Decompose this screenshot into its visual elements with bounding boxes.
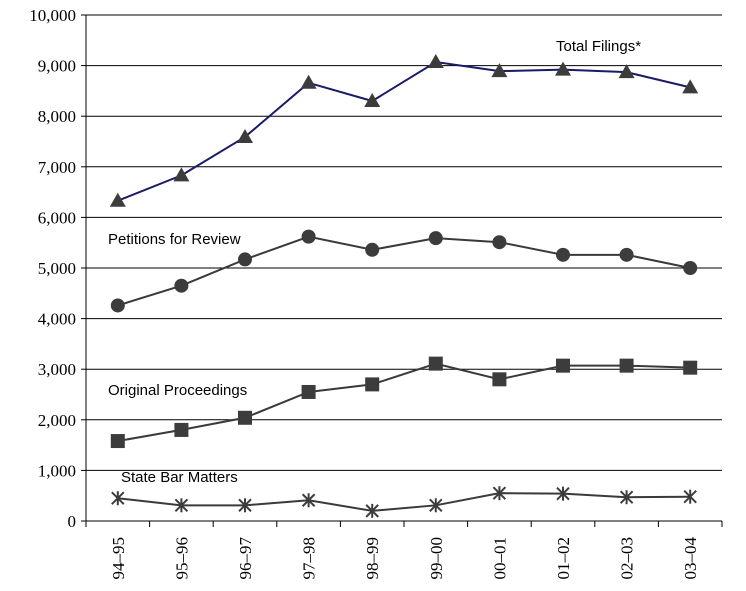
data-point <box>301 229 316 244</box>
data-point <box>683 489 697 504</box>
x-tick-label: 95–96 <box>172 537 191 580</box>
data-point <box>111 491 125 506</box>
data-point <box>238 410 252 425</box>
y-tick-label: 1,000 <box>38 461 76 480</box>
data-point <box>174 422 189 437</box>
data-point <box>618 64 635 79</box>
data-point <box>683 261 698 275</box>
y-tick-label: 3,000 <box>38 360 76 379</box>
data-point <box>619 490 634 505</box>
data-point <box>301 493 316 508</box>
series-label: Petitions for Review <box>108 231 241 248</box>
data-point <box>556 486 570 501</box>
series-label: State Bar Matters <box>121 469 238 486</box>
series-line <box>117 362 691 443</box>
x-axis-ticks: 94–95 95–96 96–97 97–98 98–99 99–00 00–01 01–02… <box>85 521 723 580</box>
x-tick-label: 94–95 <box>109 537 128 580</box>
series-line <box>117 61 691 202</box>
data-point <box>556 247 570 262</box>
x-tick-label: 02–03 <box>618 537 637 580</box>
data-point <box>491 63 508 78</box>
y-tick-label: 8,000 <box>38 107 76 126</box>
series-group <box>109 54 699 518</box>
data-point <box>238 498 252 513</box>
y-tick-label: 9,000 <box>38 57 76 76</box>
series-label: Total Filings* <box>556 38 641 55</box>
data-point <box>683 360 698 375</box>
y-tick-label: 4,000 <box>38 310 76 329</box>
data-point <box>365 242 380 257</box>
data-point <box>492 372 507 387</box>
x-tick-label: 96–97 <box>236 537 255 580</box>
data-point <box>682 79 699 94</box>
x-tick-label: 97–98 <box>300 537 319 580</box>
data-point <box>110 434 125 449</box>
data-point <box>237 128 253 143</box>
data-point <box>301 384 316 399</box>
data-point <box>174 278 189 293</box>
data-point <box>109 192 126 207</box>
y-tick-label: 2,000 <box>38 411 76 430</box>
series-line <box>117 492 691 512</box>
series-line <box>117 235 691 307</box>
y-tick-label: 5,000 <box>38 259 76 278</box>
x-tick-label: 00–01 <box>490 537 509 580</box>
y-tick-label: 10,000 <box>29 6 76 25</box>
data-point <box>556 358 570 373</box>
data-point <box>110 298 125 313</box>
data-point <box>492 486 507 501</box>
y-tick-label: 7,000 <box>38 158 76 177</box>
data-point <box>619 247 634 262</box>
data-point <box>365 377 380 392</box>
y-tick-label: 6,000 <box>38 208 76 227</box>
series-labels: Total Filings* Petitions for Review Origin… <box>108 38 641 486</box>
data-point <box>365 503 379 518</box>
data-point <box>238 252 252 267</box>
data-point <box>427 54 444 69</box>
x-tick-label: 03–04 <box>681 537 700 580</box>
x-tick-label: 98–99 <box>363 537 382 580</box>
x-tick-label: 99–00 <box>427 537 446 580</box>
data-point <box>492 235 507 250</box>
x-tick-label: 01–02 <box>554 537 573 580</box>
data-point <box>173 167 190 182</box>
series-label: Original Proceedings <box>108 382 247 399</box>
data-point <box>619 358 634 373</box>
data-point <box>364 93 381 108</box>
gridlines <box>86 14 722 471</box>
data-point <box>428 356 443 371</box>
y-axis-ticks: 0 1,000 2,000 3,000 4,000 5,000 6,000 7,000 8,00… <box>29 6 86 531</box>
data-point <box>300 74 317 89</box>
data-point <box>174 498 189 513</box>
y-tick-label: 0 <box>68 512 77 531</box>
data-point <box>555 61 571 76</box>
data-point <box>429 498 443 513</box>
data-point <box>428 231 443 246</box>
